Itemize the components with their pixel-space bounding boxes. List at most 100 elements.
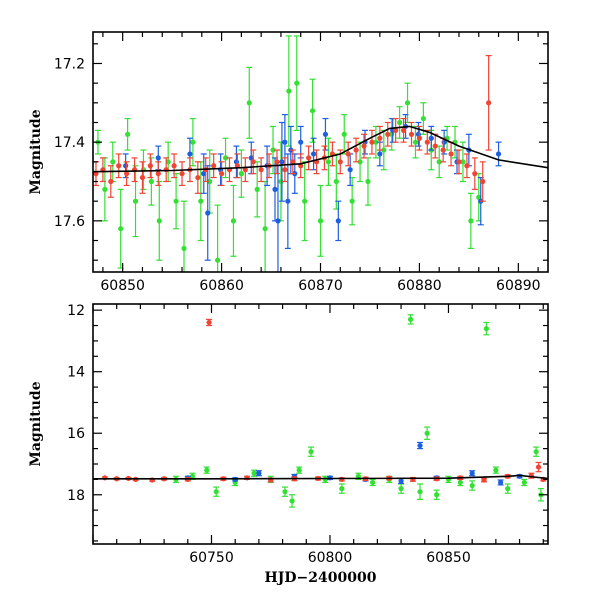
data-point <box>385 131 391 137</box>
data-point <box>102 186 108 192</box>
data-point <box>102 475 108 481</box>
data-point <box>460 159 466 165</box>
data-point <box>533 449 539 455</box>
data-point <box>289 498 295 504</box>
data-point <box>457 479 463 486</box>
top-panel: 60850 60860 60870 60880 60890 17.2 17.4 17.6 Mag… <box>28 31 549 294</box>
data-point <box>256 470 262 476</box>
data-point <box>189 473 196 479</box>
data-point <box>339 476 345 482</box>
data-point <box>156 218 162 224</box>
data-point <box>398 486 404 492</box>
data-point <box>171 163 177 169</box>
data-point <box>282 139 288 145</box>
y-tick-label: 14 <box>67 365 85 381</box>
data-point <box>179 171 185 177</box>
data-point <box>254 186 260 192</box>
data-point <box>469 470 475 476</box>
data-point <box>339 486 345 492</box>
data-point <box>242 167 248 173</box>
data-point <box>341 131 347 137</box>
data-point <box>201 171 207 177</box>
data-point <box>333 178 339 185</box>
data-point <box>373 139 379 145</box>
data-point <box>205 210 211 216</box>
x-axis-label: HJD−2400000 <box>265 570 377 586</box>
data-point <box>270 147 276 153</box>
data-point <box>124 171 130 177</box>
data-point <box>432 143 438 149</box>
data-point <box>108 178 114 185</box>
data-point <box>355 473 362 479</box>
data-point <box>483 326 489 332</box>
data-point <box>521 479 527 486</box>
data-point <box>211 163 217 169</box>
data-point <box>493 467 499 473</box>
data-point <box>282 489 288 495</box>
data-point <box>349 198 355 204</box>
data-point <box>246 100 252 106</box>
data-point <box>147 163 153 169</box>
data-point <box>420 115 426 122</box>
data-point <box>370 479 376 486</box>
x-tick-label: 60890 <box>496 278 541 294</box>
data-point <box>337 159 343 165</box>
data-point <box>481 477 487 483</box>
data-point <box>272 186 278 192</box>
y-axis-label: Magnitude <box>28 381 44 466</box>
data-point <box>407 316 414 322</box>
data-point <box>222 155 229 161</box>
top-series-g <box>94 35 482 272</box>
data-point <box>440 147 446 153</box>
data-point <box>298 139 304 145</box>
data-point <box>408 131 415 137</box>
data-point <box>258 167 264 173</box>
data-point <box>198 198 204 204</box>
data-point <box>369 139 375 145</box>
data-point <box>213 489 219 495</box>
data-point <box>325 159 332 165</box>
data-point <box>317 218 324 224</box>
y-tick-label: 18 <box>67 488 85 504</box>
data-point <box>181 245 187 251</box>
data-point <box>377 135 383 141</box>
data-point <box>262 226 268 232</box>
data-point <box>365 178 371 185</box>
y-tick-label: 12 <box>67 303 85 319</box>
x-tick-label: 60870 <box>298 278 343 294</box>
data-point <box>498 479 504 486</box>
data-point <box>173 198 179 204</box>
data-point <box>248 155 254 161</box>
x-tick-label: 60750 <box>189 550 234 566</box>
data-point <box>187 151 193 157</box>
data-point <box>290 159 296 165</box>
data-point <box>377 151 383 157</box>
data-point <box>416 135 423 141</box>
data-point <box>400 127 407 133</box>
data-point <box>116 163 122 169</box>
y-tick-label: 17.4 <box>54 135 85 151</box>
data-point <box>285 198 291 204</box>
data-point <box>468 218 474 224</box>
bottom-plot-area <box>93 314 548 508</box>
x-tick-label: 60800 <box>308 550 353 566</box>
data-point <box>417 442 423 449</box>
data-point <box>480 178 486 185</box>
top-plot-area <box>93 35 548 272</box>
data-point <box>123 163 129 169</box>
data-point <box>155 171 161 177</box>
data-point <box>353 147 359 153</box>
data-point <box>436 159 442 165</box>
data-point <box>469 482 475 489</box>
data-point <box>381 147 387 153</box>
data-point <box>230 218 237 224</box>
data-point <box>476 194 482 200</box>
data-point <box>302 198 308 204</box>
data-point <box>206 319 212 326</box>
data-point <box>118 226 124 232</box>
data-point <box>417 489 423 495</box>
bottom-axes-frame <box>92 303 549 545</box>
data-point <box>250 159 256 165</box>
data-point <box>398 478 404 484</box>
